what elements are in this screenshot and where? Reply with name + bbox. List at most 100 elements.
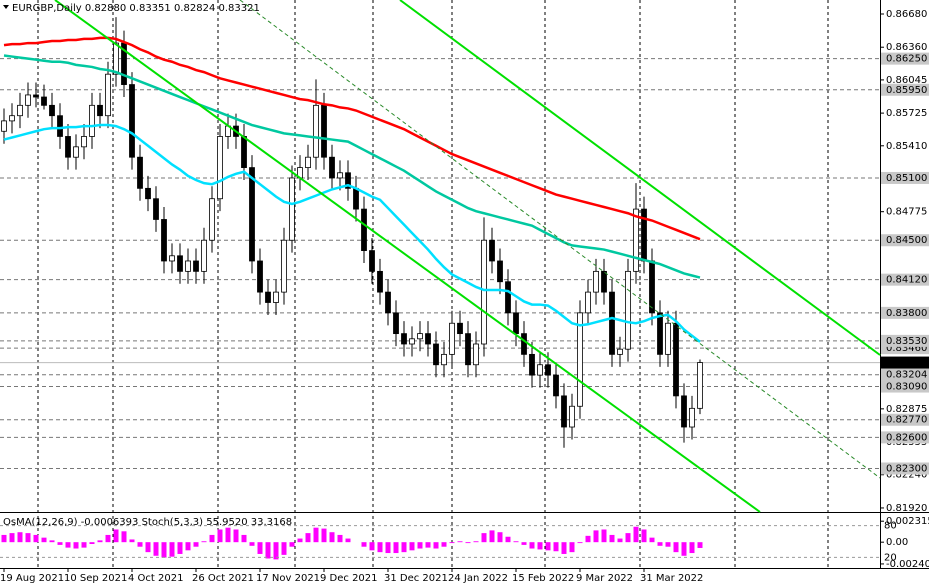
osma-bar xyxy=(321,528,327,543)
candle-body xyxy=(601,270,607,293)
level-label-box xyxy=(881,380,929,393)
candle-body xyxy=(593,270,599,293)
y-tick-label: 0.86680 xyxy=(886,9,927,20)
osma-bar xyxy=(505,536,511,543)
osma-bar xyxy=(681,542,687,556)
osma-bar xyxy=(41,537,47,543)
osma-bar xyxy=(329,532,335,543)
osma-bar xyxy=(497,532,503,543)
candle-body xyxy=(561,395,567,428)
osma-bar xyxy=(281,542,287,555)
osma-bar xyxy=(393,542,399,554)
candle-body xyxy=(513,312,519,335)
osma-bar xyxy=(521,542,527,545)
osma-bar xyxy=(361,542,367,547)
level-label-box xyxy=(881,368,929,381)
level-label: 0.83530 xyxy=(886,336,927,347)
osma-bar xyxy=(105,534,111,543)
candle-body xyxy=(537,364,543,376)
y-tick-label: 0.85410 xyxy=(886,141,927,152)
candle-body xyxy=(577,312,583,407)
candle-body xyxy=(489,239,495,262)
x-tick-label: 26 Oct 2021 xyxy=(192,573,254,584)
level-label-box xyxy=(881,431,929,444)
levels xyxy=(0,58,880,470)
osma-bar xyxy=(297,538,303,543)
candle-body xyxy=(545,364,551,376)
candle-body xyxy=(113,42,119,75)
candle-body xyxy=(497,260,503,283)
y-tick-label: 0.0023152 xyxy=(886,516,929,527)
candle-body xyxy=(9,115,15,122)
candle-body xyxy=(185,260,191,272)
level-label-box xyxy=(881,273,929,286)
osma-bar xyxy=(209,534,215,543)
separators xyxy=(0,0,929,569)
level-label-box xyxy=(881,334,929,347)
candle-body xyxy=(305,156,311,168)
candle-body xyxy=(409,338,415,345)
candle-body xyxy=(385,291,391,314)
osma-bar xyxy=(457,541,463,543)
candle-body xyxy=(249,167,255,262)
moving-average xyxy=(3,123,701,343)
candle-body xyxy=(33,94,39,98)
osma-bar xyxy=(49,540,55,543)
osma-bar xyxy=(665,542,671,547)
osma-bar xyxy=(305,533,311,543)
osma-bar xyxy=(481,533,487,543)
level-label-box xyxy=(881,306,929,319)
osma-bar xyxy=(449,542,455,544)
candle-body xyxy=(201,239,207,272)
candle-body xyxy=(241,136,247,168)
osma-bar xyxy=(57,542,63,545)
y-tick-label: 0.81920 xyxy=(886,503,927,514)
candle-body xyxy=(321,104,327,158)
osma-bar xyxy=(33,534,39,543)
osma-bar xyxy=(137,542,143,547)
level-label: 0.83800 xyxy=(886,308,927,319)
osma-bar xyxy=(441,542,447,547)
candle-body xyxy=(193,260,199,272)
osma-bar xyxy=(113,529,119,543)
osma-bar xyxy=(153,542,159,556)
osma-bar xyxy=(649,537,655,543)
osma-bar xyxy=(489,530,495,543)
level-label: 0.82770 xyxy=(886,415,927,426)
level-label: 0.85100 xyxy=(886,173,927,184)
osma-bar xyxy=(185,542,191,551)
x-tick-label: 9 Dec 2021 xyxy=(320,573,378,584)
candle-body xyxy=(449,322,455,355)
candle-body xyxy=(345,172,351,189)
period-separators xyxy=(37,0,829,568)
osma-bar xyxy=(625,533,631,543)
osma-bar xyxy=(249,542,255,546)
osma-bar xyxy=(289,542,295,547)
candle-body xyxy=(617,348,623,355)
candle-body xyxy=(521,333,527,355)
osma-bar xyxy=(409,542,415,551)
moving-average xyxy=(3,36,701,241)
osma-bar xyxy=(377,542,383,553)
candle-body xyxy=(289,177,295,241)
candle-body xyxy=(569,405,575,428)
candle-body xyxy=(425,333,431,345)
osma-bar xyxy=(241,534,247,543)
candle-body xyxy=(81,136,87,148)
osma-bar xyxy=(345,538,351,543)
candle-body xyxy=(505,281,511,314)
indicator-title: OsMA(12,26,9) -0.0006393 Stoch(5,3,3) 55… xyxy=(3,517,292,528)
candle-body xyxy=(73,146,79,158)
candle-body xyxy=(353,187,359,210)
level-label-box xyxy=(881,462,929,475)
candle-body xyxy=(665,322,671,355)
candle-body xyxy=(169,255,175,262)
osma-bar xyxy=(585,535,591,543)
osma-bar xyxy=(697,542,703,548)
osma-bar xyxy=(689,542,695,554)
osma-bar xyxy=(17,532,23,543)
candle-body xyxy=(257,260,263,293)
level-label: 0.85950 xyxy=(886,85,927,96)
osma-bar xyxy=(473,541,479,543)
